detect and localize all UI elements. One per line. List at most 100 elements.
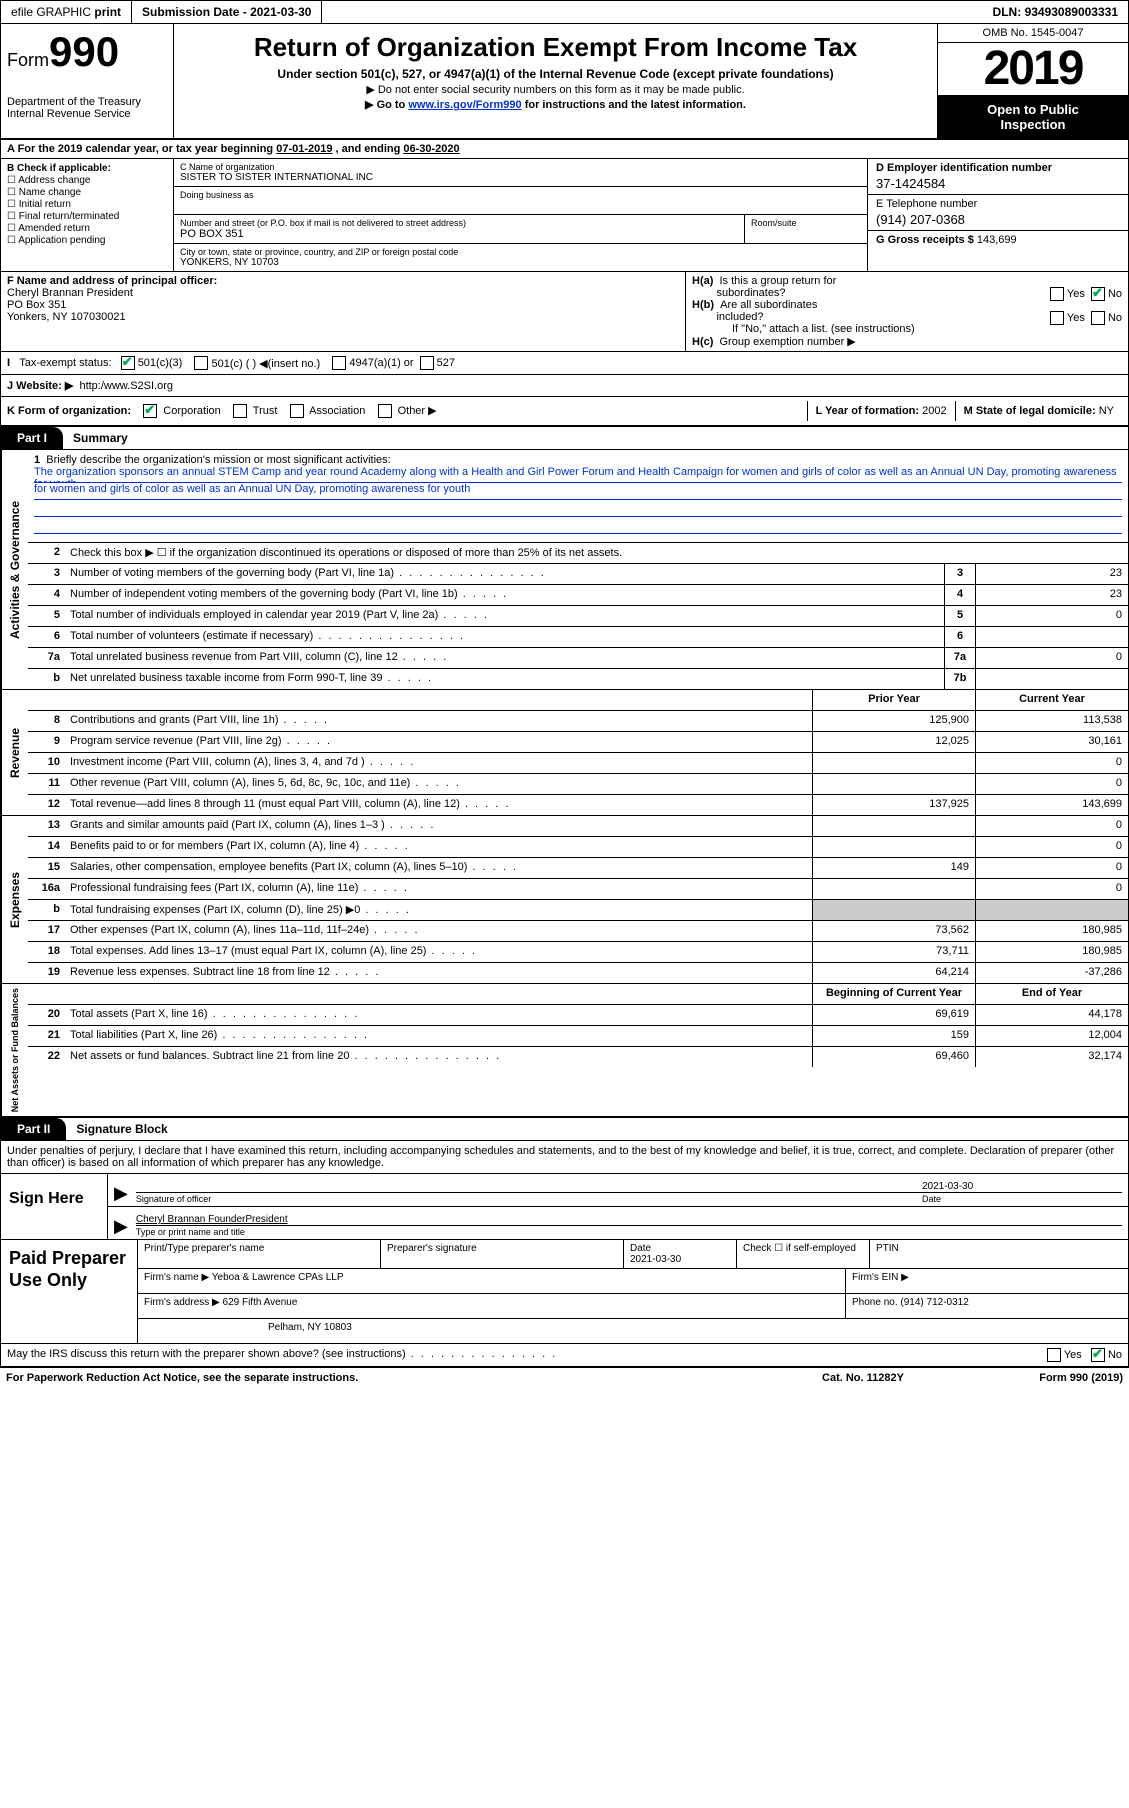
- row-f-h: F Name and address of principal officer:…: [0, 272, 1129, 352]
- line-15: 15Salaries, other compensation, employee…: [28, 858, 1128, 879]
- efile-label: efile GRAPHIC print: [1, 1, 132, 23]
- line-5: 5Total number of individuals employed in…: [28, 606, 1128, 627]
- chk-assoc[interactable]: [290, 404, 304, 418]
- sign-here-block: Sign Here ▶ Signature of officer 2021-03…: [0, 1174, 1129, 1240]
- section-net-assets: Net Assets or Fund Balances Beginning of…: [0, 984, 1129, 1118]
- dba: Doing business as: [174, 187, 867, 215]
- telephone: E Telephone number (914) 207-0368: [868, 195, 1128, 231]
- line-7a: 7aTotal unrelated business revenue from …: [28, 648, 1128, 669]
- paperwork-notice: For Paperwork Reduction Act Notice, see …: [6, 1372, 763, 1384]
- cat-no: Cat. No. 11282Y: [763, 1372, 963, 1384]
- line-11: 11Other revenue (Part VIII, column (A), …: [28, 774, 1128, 795]
- chk-501c[interactable]: [194, 356, 208, 370]
- form-number: Form990: [7, 28, 167, 76]
- col-b-checkboxes: B Check if applicable: ☐ Address change …: [1, 159, 174, 271]
- line-19: 19Revenue less expenses. Subtract line 1…: [28, 963, 1128, 983]
- sig-name-row: ▶ Cheryl Brannan FounderPresidentType or…: [108, 1207, 1128, 1239]
- form-footer: Form 990 (2019): [963, 1372, 1123, 1384]
- chk-address-change[interactable]: ☐ Address change: [7, 175, 167, 186]
- chk-trust[interactable]: [233, 404, 247, 418]
- chk-final-return[interactable]: ☐ Final return/terminated: [7, 211, 167, 222]
- col-d-through-g: D Employer identification number 37-1424…: [867, 159, 1128, 271]
- part2-title: Signature Block: [66, 1118, 177, 1140]
- line-16a: 16aProfessional fundraising fees (Part I…: [28, 879, 1128, 900]
- vtab-expenses: Expenses: [1, 816, 28, 983]
- dept-treasury: Department of the Treasury: [7, 96, 167, 108]
- chk-corp[interactable]: [143, 404, 157, 418]
- paid-preparer-block: Paid Preparer Use Only Print/Type prepar…: [0, 1240, 1129, 1344]
- line-22: 22Net assets or fund balances. Subtract …: [28, 1047, 1128, 1067]
- line-13: 13Grants and similar amounts paid (Part …: [28, 816, 1128, 837]
- tax-exempt-status: I Tax-exempt status: 501(c)(3) 501(c) ( …: [0, 352, 1129, 375]
- section-revenue: Revenue Prior YearCurrent Year 8Contribu…: [0, 690, 1129, 816]
- line-7b: bNet unrelated business taxable income f…: [28, 669, 1128, 689]
- tax-year: 2019: [938, 43, 1128, 96]
- perjury-text: Under penalties of perjury, I declare th…: [0, 1141, 1129, 1174]
- line-8: 8Contributions and grants (Part VIII, li…: [28, 711, 1128, 732]
- street-row: Number and street (or P.O. box if mail i…: [174, 215, 867, 243]
- row-a-tax-year: A For the 2019 calendar year, or tax yea…: [0, 140, 1129, 159]
- form-title: Return of Organization Exempt From Incom…: [178, 32, 933, 63]
- rev-header: Prior YearCurrent Year: [28, 690, 1128, 711]
- ha-no[interactable]: [1091, 287, 1105, 301]
- open-inspection: Open to PublicInspection: [938, 96, 1128, 138]
- chk-name-change[interactable]: ☐ Name change: [7, 187, 167, 198]
- chk-4947[interactable]: [332, 356, 346, 370]
- note-link: ▶ Go to www.irs.gov/Form990 for instruct…: [178, 98, 933, 111]
- irs-link[interactable]: www.irs.gov/Form990: [408, 99, 521, 111]
- part1-tab: Part I: [1, 427, 63, 449]
- chk-initial-return[interactable]: ☐ Initial return: [7, 199, 167, 210]
- sig-officer-row: ▶ Signature of officer 2021-03-30Date: [108, 1174, 1128, 1207]
- ein: D Employer identification number 37-1424…: [868, 159, 1128, 195]
- net-header: Beginning of Current YearEnd of Year: [28, 984, 1128, 1005]
- line-4: 4Number of independent voting members of…: [28, 585, 1128, 606]
- chk-other[interactable]: [378, 404, 392, 418]
- header-right: OMB No. 1545-0047 2019 Open to PublicIns…: [937, 24, 1128, 138]
- discuss-yes[interactable]: [1047, 1348, 1061, 1362]
- line-b: bTotal fundraising expenses (Part IX, co…: [28, 900, 1128, 921]
- ha-yes[interactable]: [1050, 287, 1064, 301]
- section-governance: Activities & Governance 1 1 Briefly desc…: [0, 450, 1129, 690]
- arrow-icon: ▶: [114, 1183, 128, 1204]
- line-2: 2Check this box ▶ ☐ if the organization …: [28, 543, 1128, 564]
- prep-row3: Firm's address ▶ 629 Fifth Avenue Phone …: [138, 1294, 1128, 1319]
- chk-app-pending[interactable]: ☐ Application pending: [7, 235, 167, 246]
- arrow-icon: ▶: [114, 1216, 128, 1237]
- section-expenses: Expenses 13Grants and similar amounts pa…: [0, 816, 1129, 984]
- hb-yes[interactable]: [1050, 311, 1064, 325]
- line-9: 9Program service revenue (Part VIII, lin…: [28, 732, 1128, 753]
- line-21: 21Total liabilities (Part X, line 26)159…: [28, 1026, 1128, 1047]
- prep-row2: Firm's name ▶ Yeboa & Lawrence CPAs LLP …: [138, 1269, 1128, 1294]
- sign-here-label: Sign Here: [1, 1174, 108, 1239]
- col-c-org-info: C Name of organization SISTER TO SISTER …: [174, 159, 867, 271]
- mission-block: 1 1 Briefly describe the organization's …: [28, 450, 1128, 543]
- dept-irs: Internal Revenue Service: [7, 108, 167, 120]
- year-formation: L Year of formation: 2002: [807, 401, 955, 421]
- vtab-governance: Activities & Governance: [1, 450, 28, 689]
- hb-no[interactable]: [1091, 311, 1105, 325]
- dln: DLN: 93493089003331: [983, 1, 1128, 23]
- irs-discuss-row: May the IRS discuss this return with the…: [0, 1344, 1129, 1368]
- chk-amended[interactable]: ☐ Amended return: [7, 223, 167, 234]
- bottom-footer: For Paperwork Reduction Act Notice, see …: [0, 1368, 1129, 1388]
- line-12: 12Total revenue—add lines 8 through 11 (…: [28, 795, 1128, 815]
- part2-header: Part II Signature Block: [0, 1118, 1129, 1141]
- mission-text: The organization sponsors an annual STEM…: [34, 466, 1122, 483]
- paid-preparer-label: Paid Preparer Use Only: [1, 1240, 138, 1343]
- line-17: 17Other expenses (Part IX, column (A), l…: [28, 921, 1128, 942]
- discuss-no[interactable]: [1091, 1348, 1105, 1362]
- chk-527[interactable]: [420, 356, 434, 370]
- city-row: City or town, state or province, country…: [174, 243, 867, 271]
- gross-receipts: G Gross receipts $ 143,699: [868, 231, 1128, 249]
- website-row: J Website: ▶ http:/www.S2SI.org: [0, 375, 1129, 397]
- submission-date: Submission Date - 2021-03-30: [132, 1, 322, 23]
- line-18: 18Total expenses. Add lines 13–17 (must …: [28, 942, 1128, 963]
- chk-501c3[interactable]: [121, 356, 135, 370]
- omb-number: OMB No. 1545-0047: [938, 24, 1128, 43]
- vtab-revenue: Revenue: [1, 690, 28, 815]
- org-name: C Name of organization SISTER TO SISTER …: [174, 159, 867, 187]
- line-6: 6Total number of volunteers (estimate if…: [28, 627, 1128, 648]
- state-domicile: M State of legal domicile: NY: [955, 401, 1122, 421]
- part2-tab: Part II: [1, 1118, 66, 1140]
- line-10: 10Investment income (Part VIII, column (…: [28, 753, 1128, 774]
